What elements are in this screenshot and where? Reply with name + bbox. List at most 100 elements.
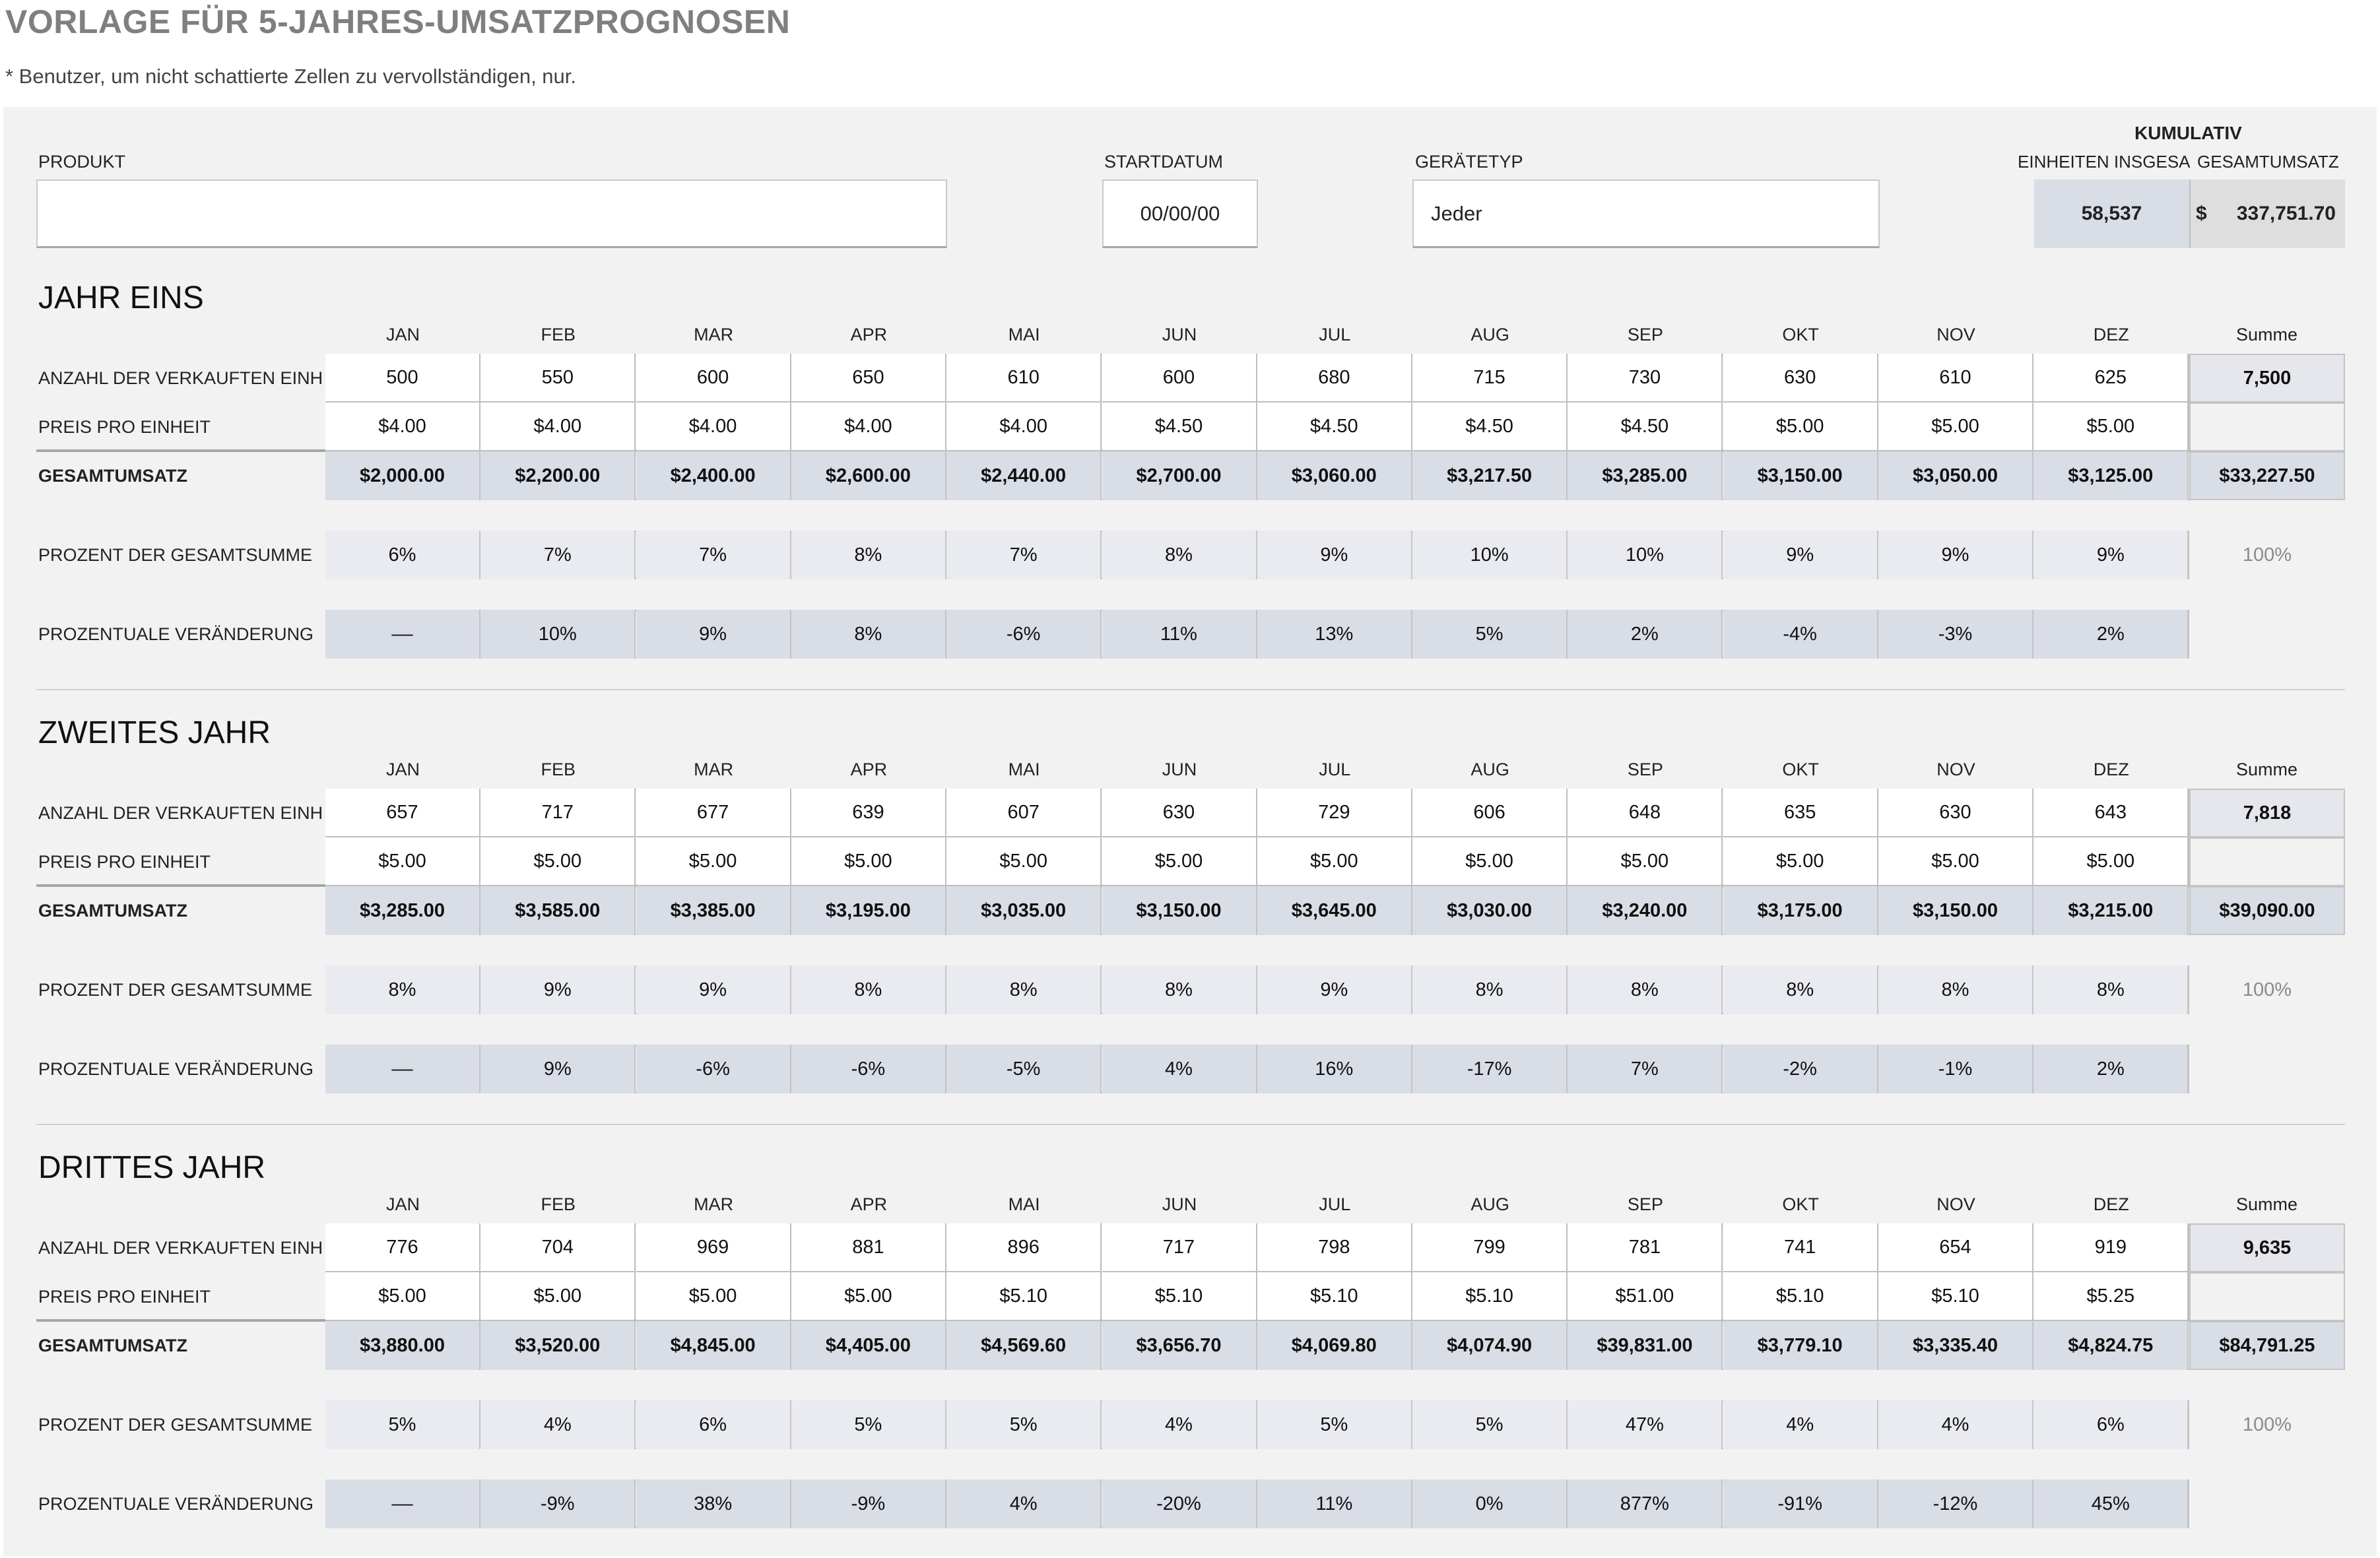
units-cell[interactable]: 717	[1102, 1223, 1257, 1272]
units-cell[interactable]: 896	[946, 1223, 1102, 1272]
percent-cell: 8%	[1102, 531, 1257, 579]
units-cell[interactable]: 781	[1568, 1223, 1723, 1272]
devicetype-input[interactable]: Jeder	[1412, 179, 1880, 248]
price-cell[interactable]: $5.00	[1878, 403, 2033, 451]
product-input[interactable]	[36, 179, 947, 248]
revenue-cell: $3,150.00	[1102, 886, 1257, 935]
units-cell[interactable]: 600	[1102, 354, 1257, 403]
units-cell[interactable]: 606	[1412, 789, 1568, 837]
units-cell[interactable]: 650	[791, 354, 946, 403]
price-cell[interactable]: $5.25	[2033, 1272, 2189, 1321]
page-title: VORLAGE FÜR 5-JAHRES-UMSATZPROGNOSEN	[5, 3, 791, 40]
price-cell[interactable]: $4.00	[480, 403, 636, 451]
sum-units-cell: 7,500	[2189, 354, 2345, 403]
change-cell: -3%	[1878, 610, 2033, 659]
price-cell[interactable]: $5.00	[1412, 837, 1568, 886]
price-cell[interactable]: $5.00	[480, 1272, 636, 1321]
price-cell[interactable]: $4.00	[946, 403, 1102, 451]
revenue-cell: $3,150.00	[1723, 451, 1878, 500]
price-cell[interactable]: $5.10	[1878, 1272, 2033, 1321]
units-cell[interactable]: 625	[2033, 354, 2189, 403]
month-header: OKT	[1782, 760, 1819, 779]
change-cell: 10%	[480, 610, 636, 659]
units-cell[interactable]: 550	[480, 354, 636, 403]
price-cell[interactable]: $5.00	[1257, 837, 1412, 886]
units-cell[interactable]: 657	[325, 789, 480, 837]
units-cell[interactable]: 799	[1412, 1223, 1568, 1272]
price-cell[interactable]: $5.10	[1723, 1272, 1878, 1321]
units-cell[interactable]: 704	[480, 1223, 636, 1272]
price-cell[interactable]: $5.00	[2033, 837, 2189, 886]
units-cell[interactable]: 715	[1412, 354, 1568, 403]
units-cell[interactable]: 729	[1257, 789, 1412, 837]
price-cell[interactable]: $5.00	[325, 1272, 480, 1321]
price-cell[interactable]: $5.00	[325, 837, 480, 886]
price-cell[interactable]: $5.00	[1568, 837, 1723, 886]
price-cell[interactable]: $4.00	[636, 403, 791, 451]
instruction-note: * Benutzer, um nicht schattierte Zellen …	[5, 65, 577, 88]
startdate-input[interactable]: 00/00/00	[1102, 179, 1258, 248]
units-cell[interactable]: 654	[1878, 1223, 2033, 1272]
units-cell[interactable]: 630	[1102, 789, 1257, 837]
price-cell[interactable]: $4.50	[1257, 403, 1412, 451]
change-cell: 877%	[1568, 1479, 1723, 1528]
price-cell[interactable]: $5.00	[1723, 403, 1878, 451]
units-cell[interactable]: 600	[636, 354, 791, 403]
price-row-label: PREIS PRO EINHEIT	[38, 852, 211, 872]
price-cell[interactable]: $5.10	[1102, 1272, 1257, 1321]
price-cell[interactable]: $5.00	[1102, 837, 1257, 886]
price-cell[interactable]: $5.00	[480, 837, 636, 886]
units-total-value: 58,537	[2034, 179, 2191, 248]
units-cell[interactable]: 630	[1723, 354, 1878, 403]
units-cell[interactable]: 717	[480, 789, 636, 837]
price-cell[interactable]: $4.00	[325, 403, 480, 451]
units-cell[interactable]: 730	[1568, 354, 1723, 403]
price-cell[interactable]: $5.00	[636, 1272, 791, 1321]
units-cell[interactable]: 610	[1878, 354, 2033, 403]
sum-units-cell: 9,635	[2189, 1223, 2345, 1272]
units-cell[interactable]: 969	[636, 1223, 791, 1272]
price-cell[interactable]: $5.10	[1412, 1272, 1568, 1321]
percent-cell: 7%	[946, 531, 1102, 579]
units-cell[interactable]: 643	[2033, 789, 2189, 837]
price-cell[interactable]: $5.10	[1257, 1272, 1412, 1321]
price-cell[interactable]: $5.00	[2033, 403, 2189, 451]
change-cell: 8%	[791, 610, 946, 659]
units-cell[interactable]: 500	[325, 354, 480, 403]
change-row-label: PROZENTUALE VERÄNDERUNG	[38, 624, 314, 644]
price-cell[interactable]: $4.50	[1102, 403, 1257, 451]
price-cell[interactable]: $5.00	[946, 837, 1102, 886]
price-cell[interactable]: $5.00	[791, 1272, 946, 1321]
percent-cell: 8%	[791, 531, 946, 579]
month-header: NOV	[1936, 325, 1975, 344]
price-cell[interactable]: $4.50	[1412, 403, 1568, 451]
units-cell[interactable]: 610	[946, 354, 1102, 403]
units-cell[interactable]: 607	[946, 789, 1102, 837]
units-cell[interactable]: 919	[2033, 1223, 2189, 1272]
price-cell[interactable]: $4.50	[1568, 403, 1723, 451]
price-cell[interactable]: $5.00	[1878, 837, 2033, 886]
price-cell[interactable]: $4.00	[791, 403, 946, 451]
revenue-row-label: GESAMTUMSATZ	[38, 466, 187, 486]
units-cell[interactable]: 741	[1723, 1223, 1878, 1272]
price-cell[interactable]: $51.00	[1568, 1272, 1723, 1321]
percent-cell: 9%	[1878, 531, 2033, 579]
price-row-label: PREIS PRO EINHEIT	[38, 417, 211, 437]
units-cell[interactable]: 639	[791, 789, 946, 837]
price-cell[interactable]: $5.10	[946, 1272, 1102, 1321]
percent-cell: 9%	[480, 965, 636, 1014]
units-cell[interactable]: 677	[636, 789, 791, 837]
units-cell[interactable]: 776	[325, 1223, 480, 1272]
price-cell[interactable]: $5.00	[1723, 837, 1878, 886]
units-cell[interactable]: 881	[791, 1223, 946, 1272]
price-row-label: PREIS PRO EINHEIT	[38, 1287, 211, 1307]
price-cell[interactable]: $5.00	[791, 837, 946, 886]
units-cell[interactable]: 798	[1257, 1223, 1412, 1272]
revenue-cell: $39,831.00	[1568, 1321, 1723, 1370]
price-cell[interactable]: $5.00	[636, 837, 791, 886]
units-cell[interactable]: 680	[1257, 354, 1412, 403]
units-cell[interactable]: 635	[1723, 789, 1878, 837]
units-cell[interactable]: 648	[1568, 789, 1723, 837]
units-cell[interactable]: 630	[1878, 789, 2033, 837]
